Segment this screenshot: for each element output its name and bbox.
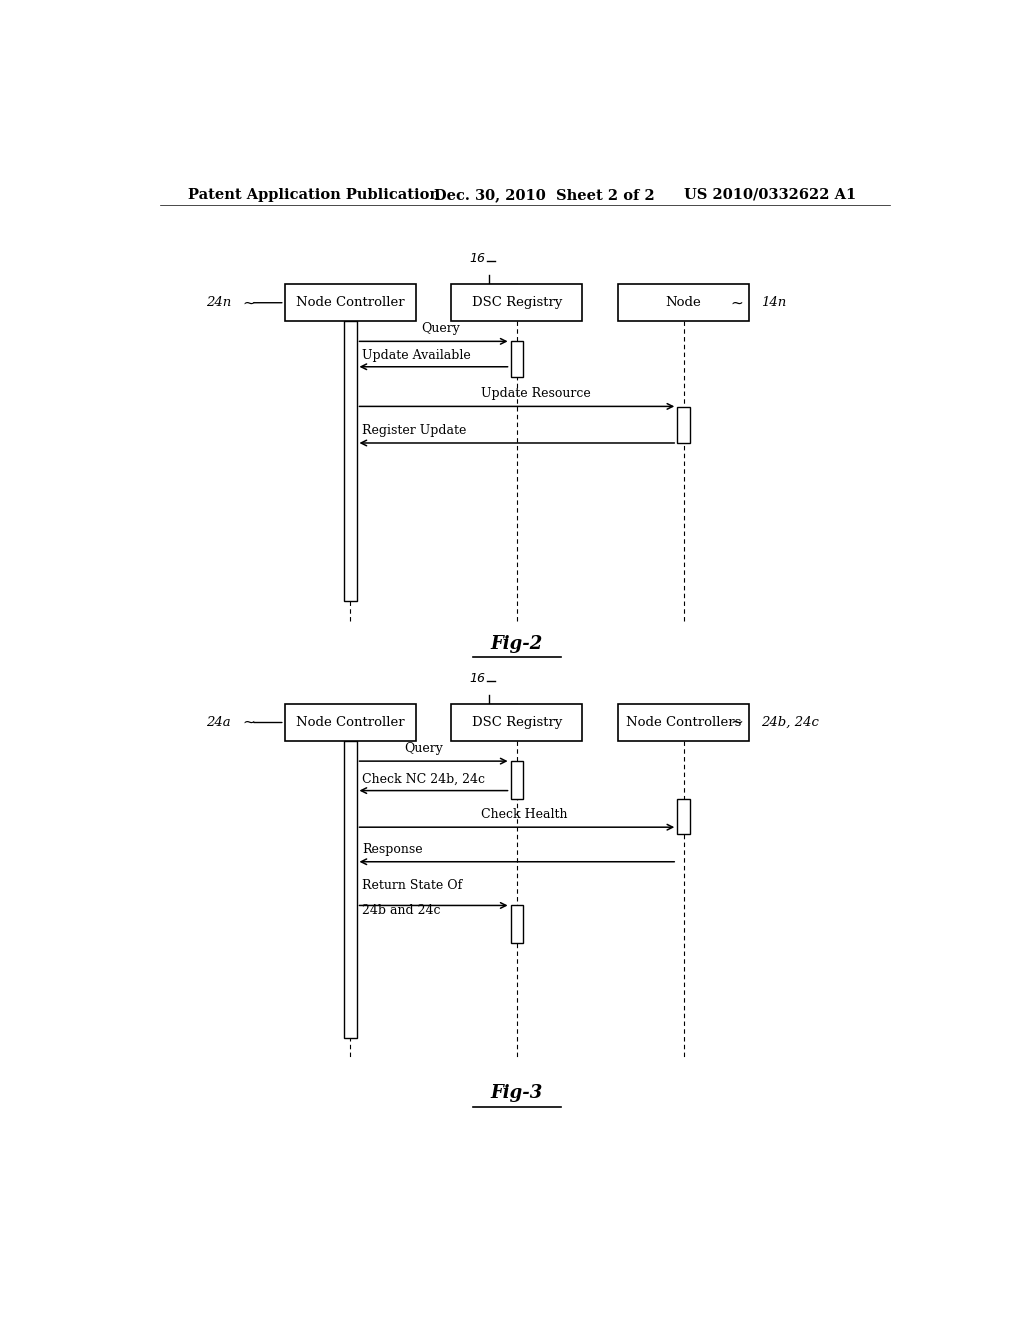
Text: 24a: 24a (207, 715, 231, 729)
Text: US 2010/0332622 A1: US 2010/0332622 A1 (684, 187, 856, 202)
Bar (677, 799, 690, 834)
Text: 16: 16 (469, 672, 485, 685)
Text: Query: Query (404, 742, 443, 755)
Text: 24b, 24c: 24b, 24c (761, 715, 819, 729)
Text: 24b and 24c: 24b and 24c (362, 904, 440, 916)
Text: ~: ~ (243, 296, 255, 310)
Bar (511, 762, 523, 799)
Text: Check NC 24b, 24c: Check NC 24b, 24c (362, 772, 485, 785)
Text: ~: ~ (243, 715, 255, 730)
Text: 14n: 14n (761, 296, 786, 309)
Text: Fig-3: Fig-3 (490, 1085, 543, 1102)
Text: Fig-2: Fig-2 (490, 635, 543, 653)
Bar (452, 284, 583, 321)
Text: Dec. 30, 2010  Sheet 2 of 2: Dec. 30, 2010 Sheet 2 of 2 (433, 187, 654, 202)
Bar (452, 704, 583, 741)
Text: Return State Of: Return State Of (362, 879, 463, 892)
Text: ~: ~ (730, 715, 743, 730)
Text: ~: ~ (730, 296, 743, 310)
Text: Node Controllers: Node Controllers (626, 715, 741, 729)
Text: Node Controller: Node Controller (296, 715, 404, 729)
Text: Check Health: Check Health (481, 808, 567, 821)
Bar (344, 321, 356, 601)
Bar (285, 704, 416, 741)
Text: 24n: 24n (206, 296, 231, 309)
Text: DSC Registry: DSC Registry (472, 296, 562, 309)
Bar (511, 906, 523, 942)
Text: Query: Query (422, 322, 461, 335)
Text: Register Update: Register Update (362, 424, 467, 437)
Text: DSC Registry: DSC Registry (472, 715, 562, 729)
Bar (344, 741, 356, 1038)
Text: Node Controller: Node Controller (296, 296, 404, 309)
Bar (511, 342, 523, 378)
Text: Node: Node (666, 296, 701, 309)
Bar (618, 704, 749, 741)
Bar (285, 284, 416, 321)
Bar (618, 284, 749, 321)
Text: 16: 16 (469, 252, 485, 265)
Text: Update Available: Update Available (362, 348, 471, 362)
Text: Update Resource: Update Resource (481, 387, 591, 400)
Text: Patent Application Publication: Patent Application Publication (187, 187, 439, 202)
Text: Response: Response (362, 842, 423, 855)
Bar (677, 408, 690, 444)
